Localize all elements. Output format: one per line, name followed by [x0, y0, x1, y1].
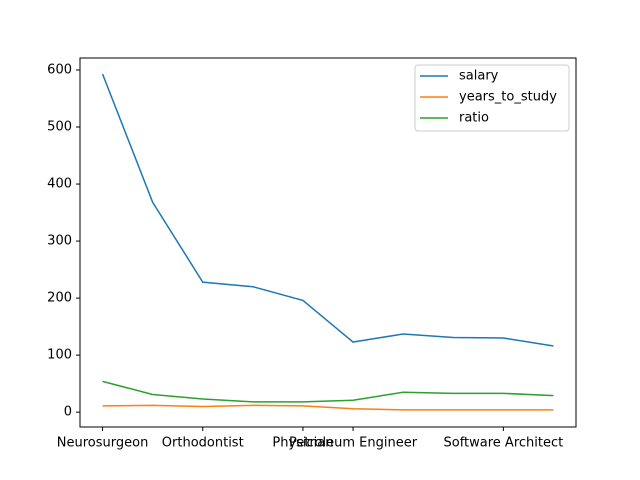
y-tick-label: 100: [47, 348, 72, 363]
series-line: [102, 404, 554, 411]
legend-label: salary: [459, 69, 499, 84]
x-tick-label: Petroleum Engineer: [289, 436, 418, 451]
x-tick-label: Neurosurgeon: [57, 436, 149, 451]
series-line: [102, 380, 554, 403]
y-tick-label: 500: [47, 120, 72, 135]
legend-label: ratio: [459, 111, 489, 126]
x-tick-label: Software Architect: [443, 436, 563, 451]
series-line: [101, 73, 554, 347]
y-tick-label: 200: [47, 291, 72, 306]
x-tick-label: Orthodontist: [162, 436, 244, 451]
axes-frame: [79, 57, 577, 428]
y-tick-label: 400: [47, 177, 72, 192]
x-tick-label: Physician: [272, 436, 333, 451]
legend-box: [414, 64, 570, 132]
legend-label: years_to_study: [459, 90, 557, 105]
y-tick-label: 0: [64, 405, 72, 420]
y-tick-label: 600: [47, 62, 72, 77]
y-tick-label: 300: [47, 234, 72, 249]
